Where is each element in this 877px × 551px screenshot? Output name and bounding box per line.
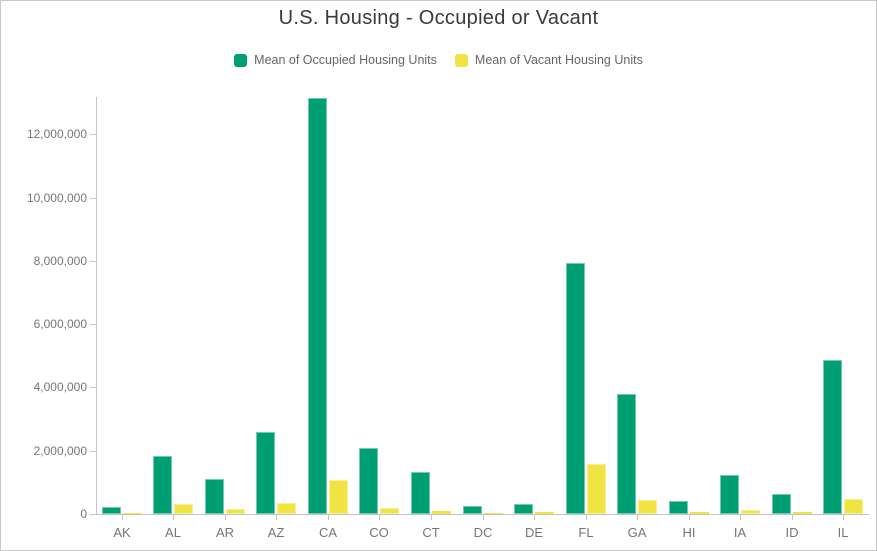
bar-IL-occupied[interactable]	[823, 360, 842, 514]
bar-AK-occupied[interactable]	[102, 507, 121, 514]
bar-DC-vacant[interactable]	[484, 513, 503, 514]
bar-CA-occupied[interactable]	[308, 98, 327, 514]
bar-GA-vacant[interactable]	[638, 500, 657, 514]
y-axis-label: 2,000,000	[33, 444, 87, 458]
x-axis-label-IA: IA	[733, 525, 747, 540]
bar-FL-vacant[interactable]	[587, 464, 606, 514]
bar-CT-occupied[interactable]	[411, 472, 430, 514]
legend-label-occupied: Mean of Occupied Housing Units	[254, 53, 437, 67]
bar-DC-occupied[interactable]	[463, 506, 482, 514]
y-axis-label: 12,000,000	[26, 127, 87, 141]
x-axis-label-HI: HI	[682, 525, 696, 540]
bar-AR-vacant[interactable]	[226, 509, 245, 514]
bar-AR-occupied[interactable]	[205, 479, 224, 514]
legend-item-occupied[interactable]: Mean of Occupied Housing Units	[234, 53, 437, 67]
bar-HI-occupied[interactable]	[669, 501, 688, 514]
x-axis-label-AL: AL	[165, 525, 181, 540]
x-tick	[534, 514, 535, 520]
bar-ID-occupied[interactable]	[772, 494, 791, 514]
x-tick	[792, 514, 793, 520]
legend-label-vacant: Mean of Vacant Housing Units	[474, 53, 643, 67]
chart-title: U.S. Housing - Occupied or Vacant	[278, 7, 599, 29]
bar-AL-occupied[interactable]	[153, 456, 172, 514]
bar-CT-vacant[interactable]	[432, 511, 451, 514]
legend-swatch-vacant	[454, 53, 468, 67]
y-axis-label: 8,000,000	[33, 254, 87, 268]
x-axis-label-AK: AK	[113, 525, 131, 540]
y-axis-label: 0	[80, 507, 87, 521]
bar-CO-vacant[interactable]	[380, 508, 399, 514]
x-axis-label-CA: CA	[318, 525, 338, 540]
y-tick	[90, 451, 96, 452]
legend-item-vacant[interactable]: Mean of Vacant Housing Units	[454, 53, 643, 67]
x-axis-label-ID: ID	[785, 525, 799, 540]
y-axis-label: 4,000,000	[33, 380, 87, 394]
legend-swatch-occupied	[234, 53, 248, 67]
bar-AL-vacant[interactable]	[174, 504, 193, 514]
y-tick	[90, 261, 96, 262]
bar-IL-vacant[interactable]	[844, 499, 863, 514]
x-axis-label-FL: FL	[578, 525, 594, 540]
y-tick	[90, 198, 96, 199]
x-tick	[843, 514, 844, 520]
x-tick	[431, 514, 432, 520]
x-axis-label-DE: DE	[524, 525, 544, 540]
x-tick	[637, 514, 638, 520]
x-tick	[276, 514, 277, 520]
y-axis-label: 10,000,000	[26, 191, 87, 205]
bar-FL-occupied[interactable]	[566, 263, 585, 514]
x-axis-label-AZ: AZ	[267, 525, 285, 540]
bar-AZ-occupied[interactable]	[256, 432, 275, 514]
y-tick	[90, 514, 96, 515]
x-tick	[689, 514, 690, 520]
bar-AZ-vacant[interactable]	[277, 503, 296, 514]
x-tick	[379, 514, 380, 520]
x-axis-label-DC: DC	[473, 525, 493, 540]
x-tick	[225, 514, 226, 520]
x-tick	[122, 514, 123, 520]
x-tick	[483, 514, 484, 520]
y-tick	[90, 134, 96, 135]
y-tick	[90, 387, 96, 388]
bar-CA-vacant[interactable]	[329, 480, 348, 514]
bar-CO-occupied[interactable]	[359, 448, 378, 514]
x-axis-label-CT: CT	[422, 525, 440, 540]
legend: Mean of Occupied Housing Units Mean of Va…	[1, 53, 876, 67]
x-tick	[173, 514, 174, 520]
y-axis-line	[96, 97, 97, 514]
bar-GA-occupied[interactable]	[617, 394, 636, 514]
bar-AK-vacant[interactable]	[123, 513, 142, 514]
x-axis-line	[96, 514, 869, 515]
x-tick	[328, 514, 329, 520]
bar-ID-vacant[interactable]	[793, 512, 812, 514]
bar-DE-vacant[interactable]	[535, 512, 554, 514]
x-tick	[586, 514, 587, 520]
bar-DE-occupied[interactable]	[514, 504, 533, 514]
bar-IA-vacant[interactable]	[741, 510, 760, 514]
x-axis-label-GA: GA	[627, 525, 647, 540]
y-axis-label: 6,000,000	[33, 317, 87, 331]
x-axis-label-AR: AR	[215, 525, 235, 540]
x-axis-label-CO: CO	[369, 525, 389, 540]
y-tick	[90, 324, 96, 325]
x-tick	[740, 514, 741, 520]
x-axis-label-IL: IL	[837, 525, 849, 540]
bar-HI-vacant[interactable]	[690, 512, 709, 514]
bar-IA-occupied[interactable]	[720, 475, 739, 514]
